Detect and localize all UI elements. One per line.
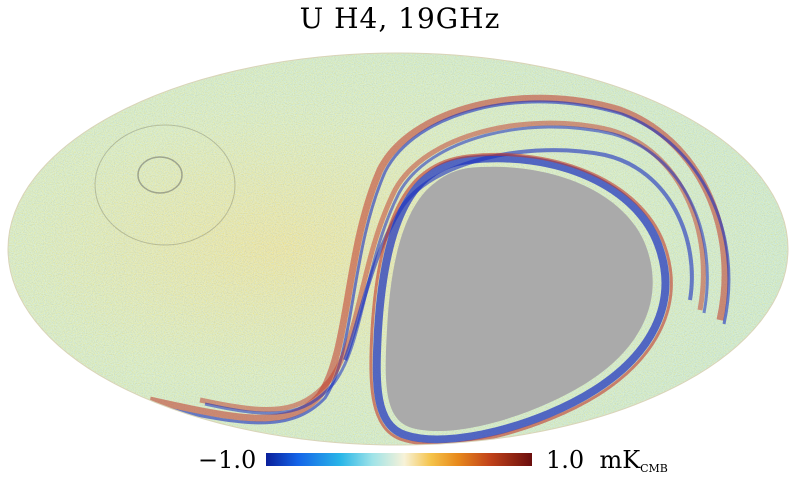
masked-region-halo (372, 154, 670, 444)
colorbar-unit: mK (599, 446, 641, 474)
map-title: U H4, 19GHz (299, 2, 501, 35)
left-faint-ring-inner (137, 156, 183, 194)
colorbar-max-value: 1.0 (546, 446, 585, 474)
colorbar-min-label: −1.0 (198, 446, 257, 474)
left-faint-ring (94, 124, 236, 246)
colorbar-unit-sub: CMB (640, 462, 668, 475)
scan-stripe-outer-blue (149, 100, 731, 425)
colorbar-max-label: 1.0 mKCMB (546, 446, 668, 475)
scan-stripe-mid-blue (204, 125, 709, 415)
colorbar (266, 453, 532, 466)
map-boundary (7, 52, 789, 446)
masked-region (385, 166, 653, 432)
